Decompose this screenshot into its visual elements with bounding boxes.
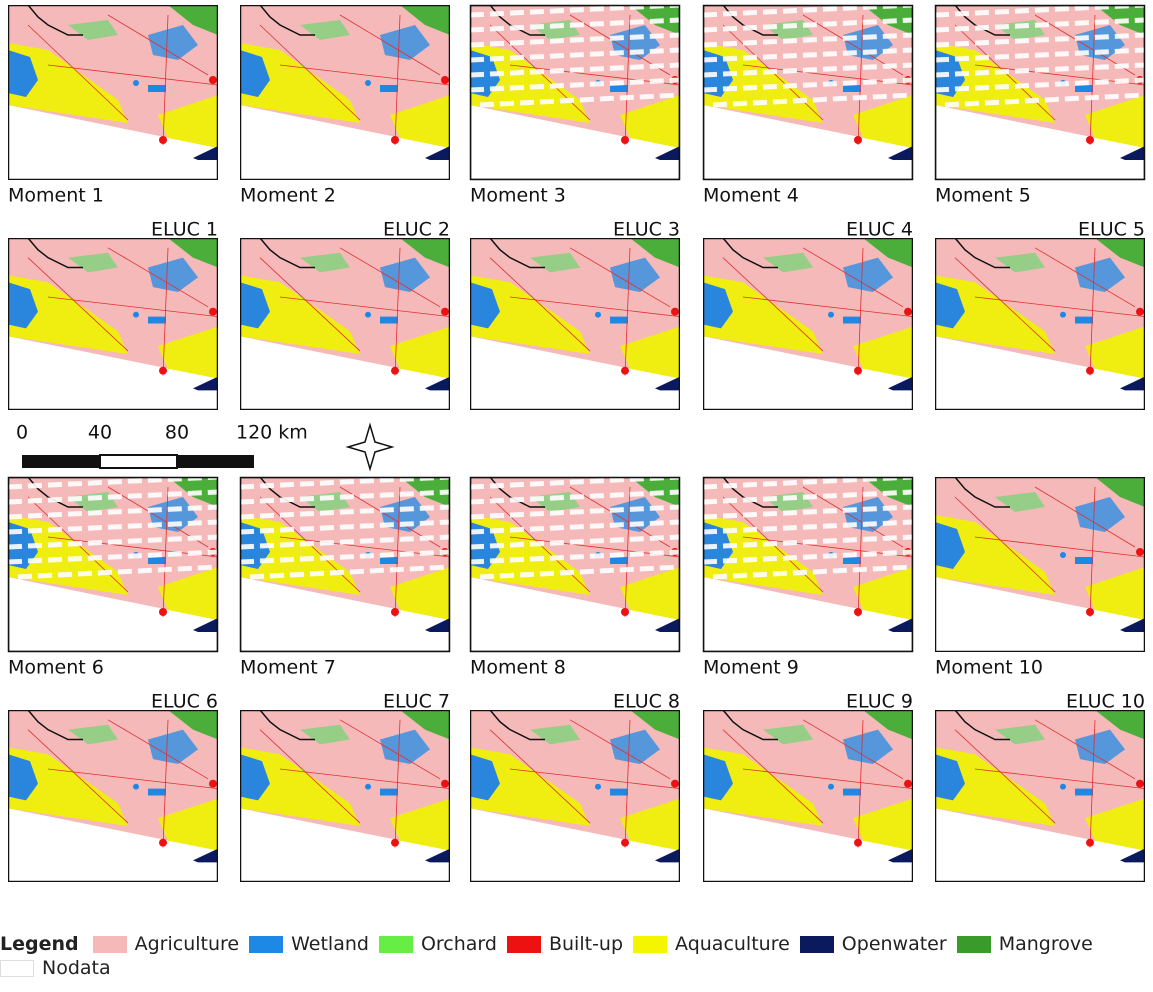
legend-item: Wetland [249, 933, 369, 955]
scale-label: 120 km [236, 422, 308, 444]
map-image [240, 477, 450, 652]
legend-item: Orchard [379, 933, 497, 955]
legend-swatch [507, 936, 541, 953]
map-image [470, 477, 680, 652]
map-panel [470, 5, 680, 180]
map-image [8, 710, 218, 882]
moment-label: Moment 6 [8, 657, 104, 679]
map-image [935, 5, 1145, 180]
legend-item: Built-up [507, 933, 623, 955]
legend: Legend Agriculture Wetland Orchard Built-up… [0, 933, 1153, 979]
map-panel [240, 238, 450, 410]
map-panel [240, 477, 450, 652]
legend-label: Built-up [549, 933, 623, 955]
map-image [703, 238, 913, 410]
legend-swatch [0, 960, 34, 977]
legend-label: Openwater [842, 933, 947, 955]
map-image [935, 477, 1145, 652]
eluc-label: ELUC 8 [613, 691, 680, 713]
map-panel [8, 477, 218, 652]
map-image [703, 710, 913, 882]
map-panel [935, 710, 1145, 882]
map-panel [470, 238, 680, 410]
map-image [935, 238, 1145, 410]
scale-label: 0 [16, 422, 28, 444]
scale-label: 40 [88, 422, 112, 444]
legend-swatch [633, 936, 667, 953]
legend-item: Mangrove [957, 933, 1093, 955]
legend-item: Nodata [0, 957, 111, 979]
moment-label: Moment 7 [240, 657, 336, 679]
legend-swatch [249, 936, 283, 953]
moment-label: Moment 8 [470, 657, 566, 679]
legend-label: Agriculture [135, 933, 240, 955]
map-panel [935, 238, 1145, 410]
legend-swatch [379, 936, 413, 953]
eluc-label: ELUC 4 [846, 219, 913, 241]
legend-item: Agriculture [93, 933, 240, 955]
moment-label: Moment 5 [935, 185, 1031, 207]
map-panel [240, 5, 450, 180]
eluc-label: ELUC 5 [1078, 219, 1145, 241]
map-image [8, 477, 218, 652]
map-panel [240, 710, 450, 882]
eluc-label: ELUC 2 [383, 219, 450, 241]
map-panel [8, 238, 218, 410]
map-panel [703, 238, 913, 410]
moment-label: Moment 4 [703, 185, 799, 207]
map-image [240, 238, 450, 410]
eluc-label: ELUC 9 [846, 691, 913, 713]
map-image [8, 5, 218, 180]
map-image [240, 5, 450, 180]
page: {"panels": [ {"moment": "Moment 1", "elu… [0, 0, 1153, 992]
legend-swatch [93, 936, 127, 953]
moment-label: Moment 2 [240, 185, 336, 207]
map-panel [935, 477, 1145, 652]
map-panel [8, 710, 218, 882]
map-image [470, 5, 680, 180]
map-panel [935, 5, 1145, 180]
moment-label: Moment 9 [703, 657, 799, 679]
moment-label: Moment 1 [8, 185, 104, 207]
map-image [470, 710, 680, 882]
map-panel [703, 710, 913, 882]
legend-item: Aquaculture [633, 933, 790, 955]
moment-label: Moment 10 [935, 657, 1043, 679]
map-panel [703, 5, 913, 180]
map-image [8, 238, 218, 410]
map-panel [703, 477, 913, 652]
scale-label: 80 [165, 422, 189, 444]
legend-title: Legend [0, 933, 79, 955]
map-panel [8, 5, 218, 180]
legend-swatch [800, 936, 834, 953]
scale-bar [22, 455, 254, 468]
eluc-label: ELUC 7 [383, 691, 450, 713]
legend-swatch [957, 936, 991, 953]
legend-label: Mangrove [999, 933, 1093, 955]
eluc-label: ELUC 3 [613, 219, 680, 241]
eluc-label: ELUC 1 [151, 219, 218, 241]
eluc-label: ELUC 10 [1066, 691, 1145, 713]
legend-label: Orchard [421, 933, 497, 955]
legend-label: Aquaculture [675, 933, 790, 955]
map-image [470, 238, 680, 410]
eluc-label: ELUC 6 [151, 691, 218, 713]
north-arrow [348, 425, 392, 469]
map-image [935, 710, 1145, 882]
map-image [703, 477, 913, 652]
legend-label: Wetland [291, 933, 369, 955]
map-image [703, 5, 913, 180]
map-figure: Moment 1 ELUC 1 Moment 2 ELUC 2 Moment 3 ELUC… [0, 0, 1153, 930]
moment-label: Moment 3 [470, 185, 566, 207]
map-panel [470, 710, 680, 882]
legend-label: Nodata [42, 957, 111, 979]
legend-item: Openwater [800, 933, 947, 955]
map-panel [470, 477, 680, 652]
map-image [240, 710, 450, 882]
